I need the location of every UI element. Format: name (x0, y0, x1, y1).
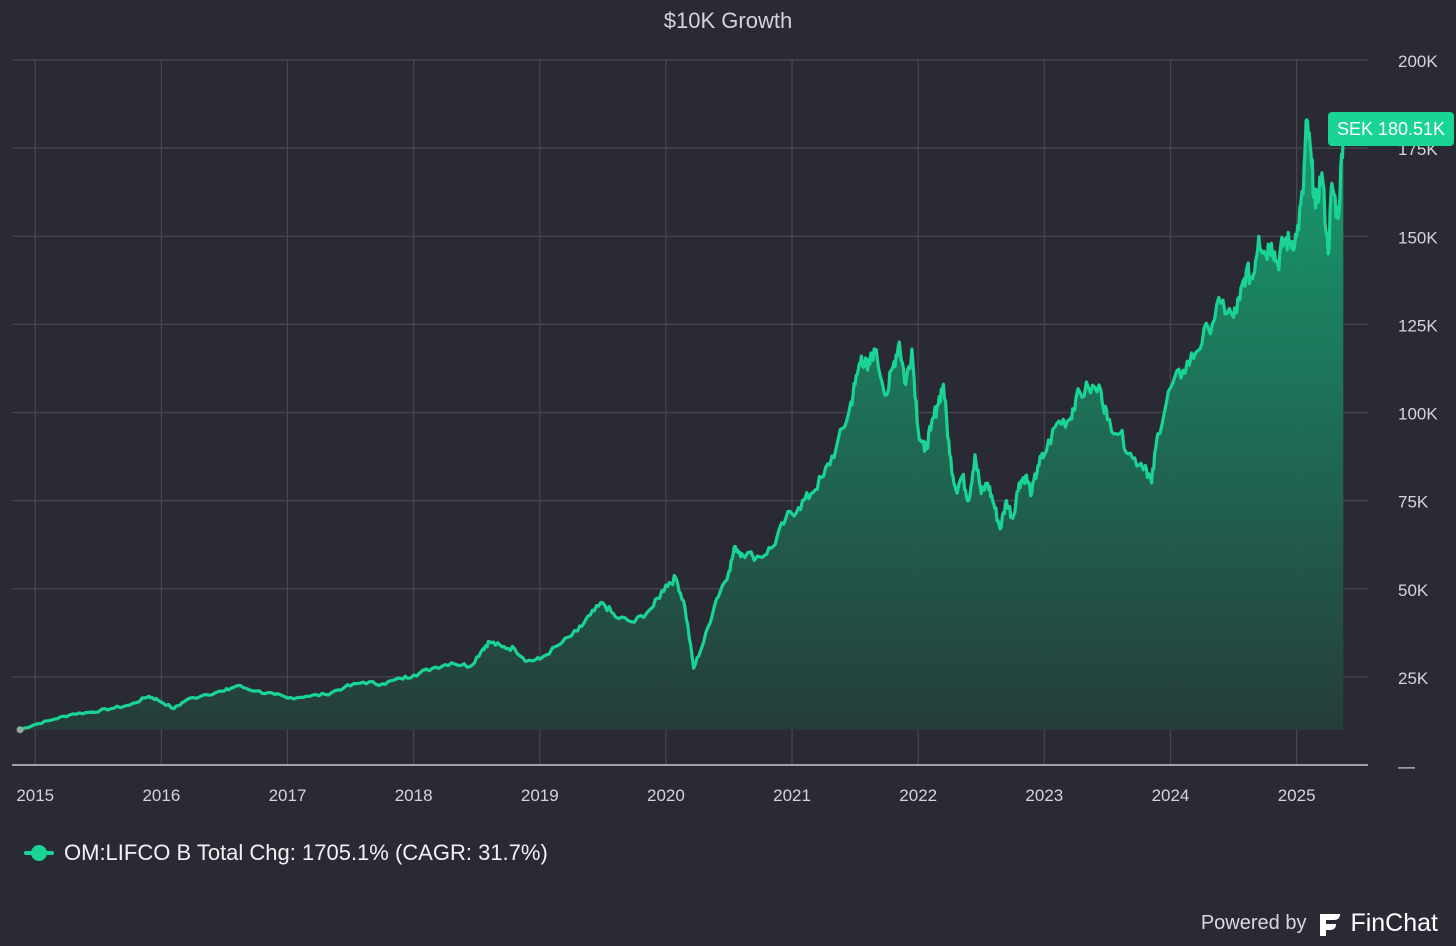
x-tick-label: 2016 (142, 786, 180, 805)
line-dot-icon (24, 845, 54, 861)
y-tick-label: 75K (1398, 493, 1429, 512)
y-tick-label: 150K (1398, 228, 1438, 247)
y-tick-label: 25K (1398, 669, 1429, 688)
legend[interactable]: OM:LIFCO B Total Chg: 1705.1% (CAGR: 31.… (24, 840, 548, 866)
x-tick-label: 2019 (521, 786, 559, 805)
powered-by-text: Powered by (1200, 912, 1307, 934)
x-tick-label: 2022 (899, 786, 937, 805)
x-tick-label: 2024 (1152, 786, 1190, 805)
series-area (16, 118, 1345, 734)
x-tick-label: 2025 (1278, 786, 1316, 805)
finchat-logo-icon (1320, 913, 1341, 936)
branding[interactable]: Powered by FinChat (1201, 909, 1438, 938)
end-badge-label: SEK 180.51K (1337, 119, 1445, 139)
y-tick-label: 100K (1398, 405, 1438, 424)
series-area-fill (20, 119, 1344, 730)
end-value-badge: SEK 180.51K (1328, 112, 1454, 146)
chart-title: $10K Growth (663, 8, 793, 33)
x-tick-label: 2021 (773, 786, 811, 805)
y-tick-label: 125K (1398, 316, 1438, 335)
y-tick-label: 50K (1398, 581, 1429, 600)
x-tick-label: 2018 (395, 786, 433, 805)
y-tick-label: — (1398, 757, 1415, 776)
series-line (19, 118, 1345, 732)
x-tick-label: 2023 (1025, 786, 1063, 805)
x-tick-label: 2017 (269, 786, 307, 805)
x-tick-label: 2020 (647, 786, 685, 805)
series-start-point (16, 726, 24, 734)
brand-name: FinChat (1350, 909, 1438, 937)
end-badge-box (1328, 112, 1454, 146)
y-tick-label: 200K (1398, 52, 1438, 71)
x-tick-label: 2015 (16, 786, 54, 805)
legend-label: OM:LIFCO B Total Chg: 1705.1% (CAGR: 31.… (64, 840, 548, 865)
